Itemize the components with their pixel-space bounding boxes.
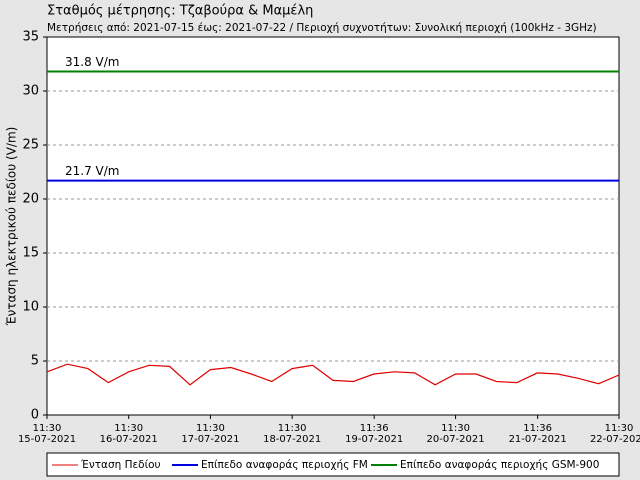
x-tick-label: 11:30 [114,423,143,434]
y-tick-label: 10 [22,300,39,315]
x-tick-label: 19-07-2021 [345,434,403,445]
x-tick-label: 11:36 [360,423,389,434]
legend-label: Επίπεδο αναφοράς περιοχής FM [201,459,368,471]
x-tick-label: 22-07-2021 [590,434,640,445]
x-tick-label: 11:30 [196,423,225,434]
y-tick-label: 30 [22,84,39,99]
x-tick-label: 16-07-2021 [100,434,158,445]
data-line [46,363,620,386]
x-tick-label: 18-07-2021 [263,434,321,445]
legend-label: Ένταση Πεδίου [80,459,161,471]
y-axis-label: Ένταση ηλεκτρικού πεδίου (V/m) [5,127,19,327]
reference-label: 21.7 V/m [65,164,119,178]
y-tick-label: 15 [22,246,39,261]
x-tick-label: 11:36 [523,423,552,434]
y-tick-label: 35 [22,30,39,45]
chart-title: Σταθμός μέτρησης: Τζαβούρα & Μαμέλη [47,4,313,19]
x-tick-label: 11:30 [441,423,470,434]
y-tick-label: 25 [22,138,39,153]
x-tick-label: 17-07-2021 [181,434,239,445]
legend [46,452,620,477]
plot-area [46,36,620,416]
legend-label: Επίπεδο αναφοράς περιοχής GSM-900 [400,459,599,471]
reference-label: 31.8 V/m [65,55,119,69]
x-tick-label: 21-07-2021 [509,434,567,445]
y-tick-label: 5 [31,354,39,369]
x-tick-label: 11:30 [605,423,634,434]
y-tick-label: 0 [31,408,39,423]
y-tick-label: 20 [22,192,39,207]
x-tick-label: 15-07-2021 [18,434,76,445]
x-tick-label: 11:30 [278,423,307,434]
x-tick-label: 20-07-2021 [427,434,485,445]
chart-subtitle: Μετρήσεις από: 2021-07-15 έως: 2021-07-2… [47,22,597,34]
x-tick-label: 11:30 [33,423,62,434]
